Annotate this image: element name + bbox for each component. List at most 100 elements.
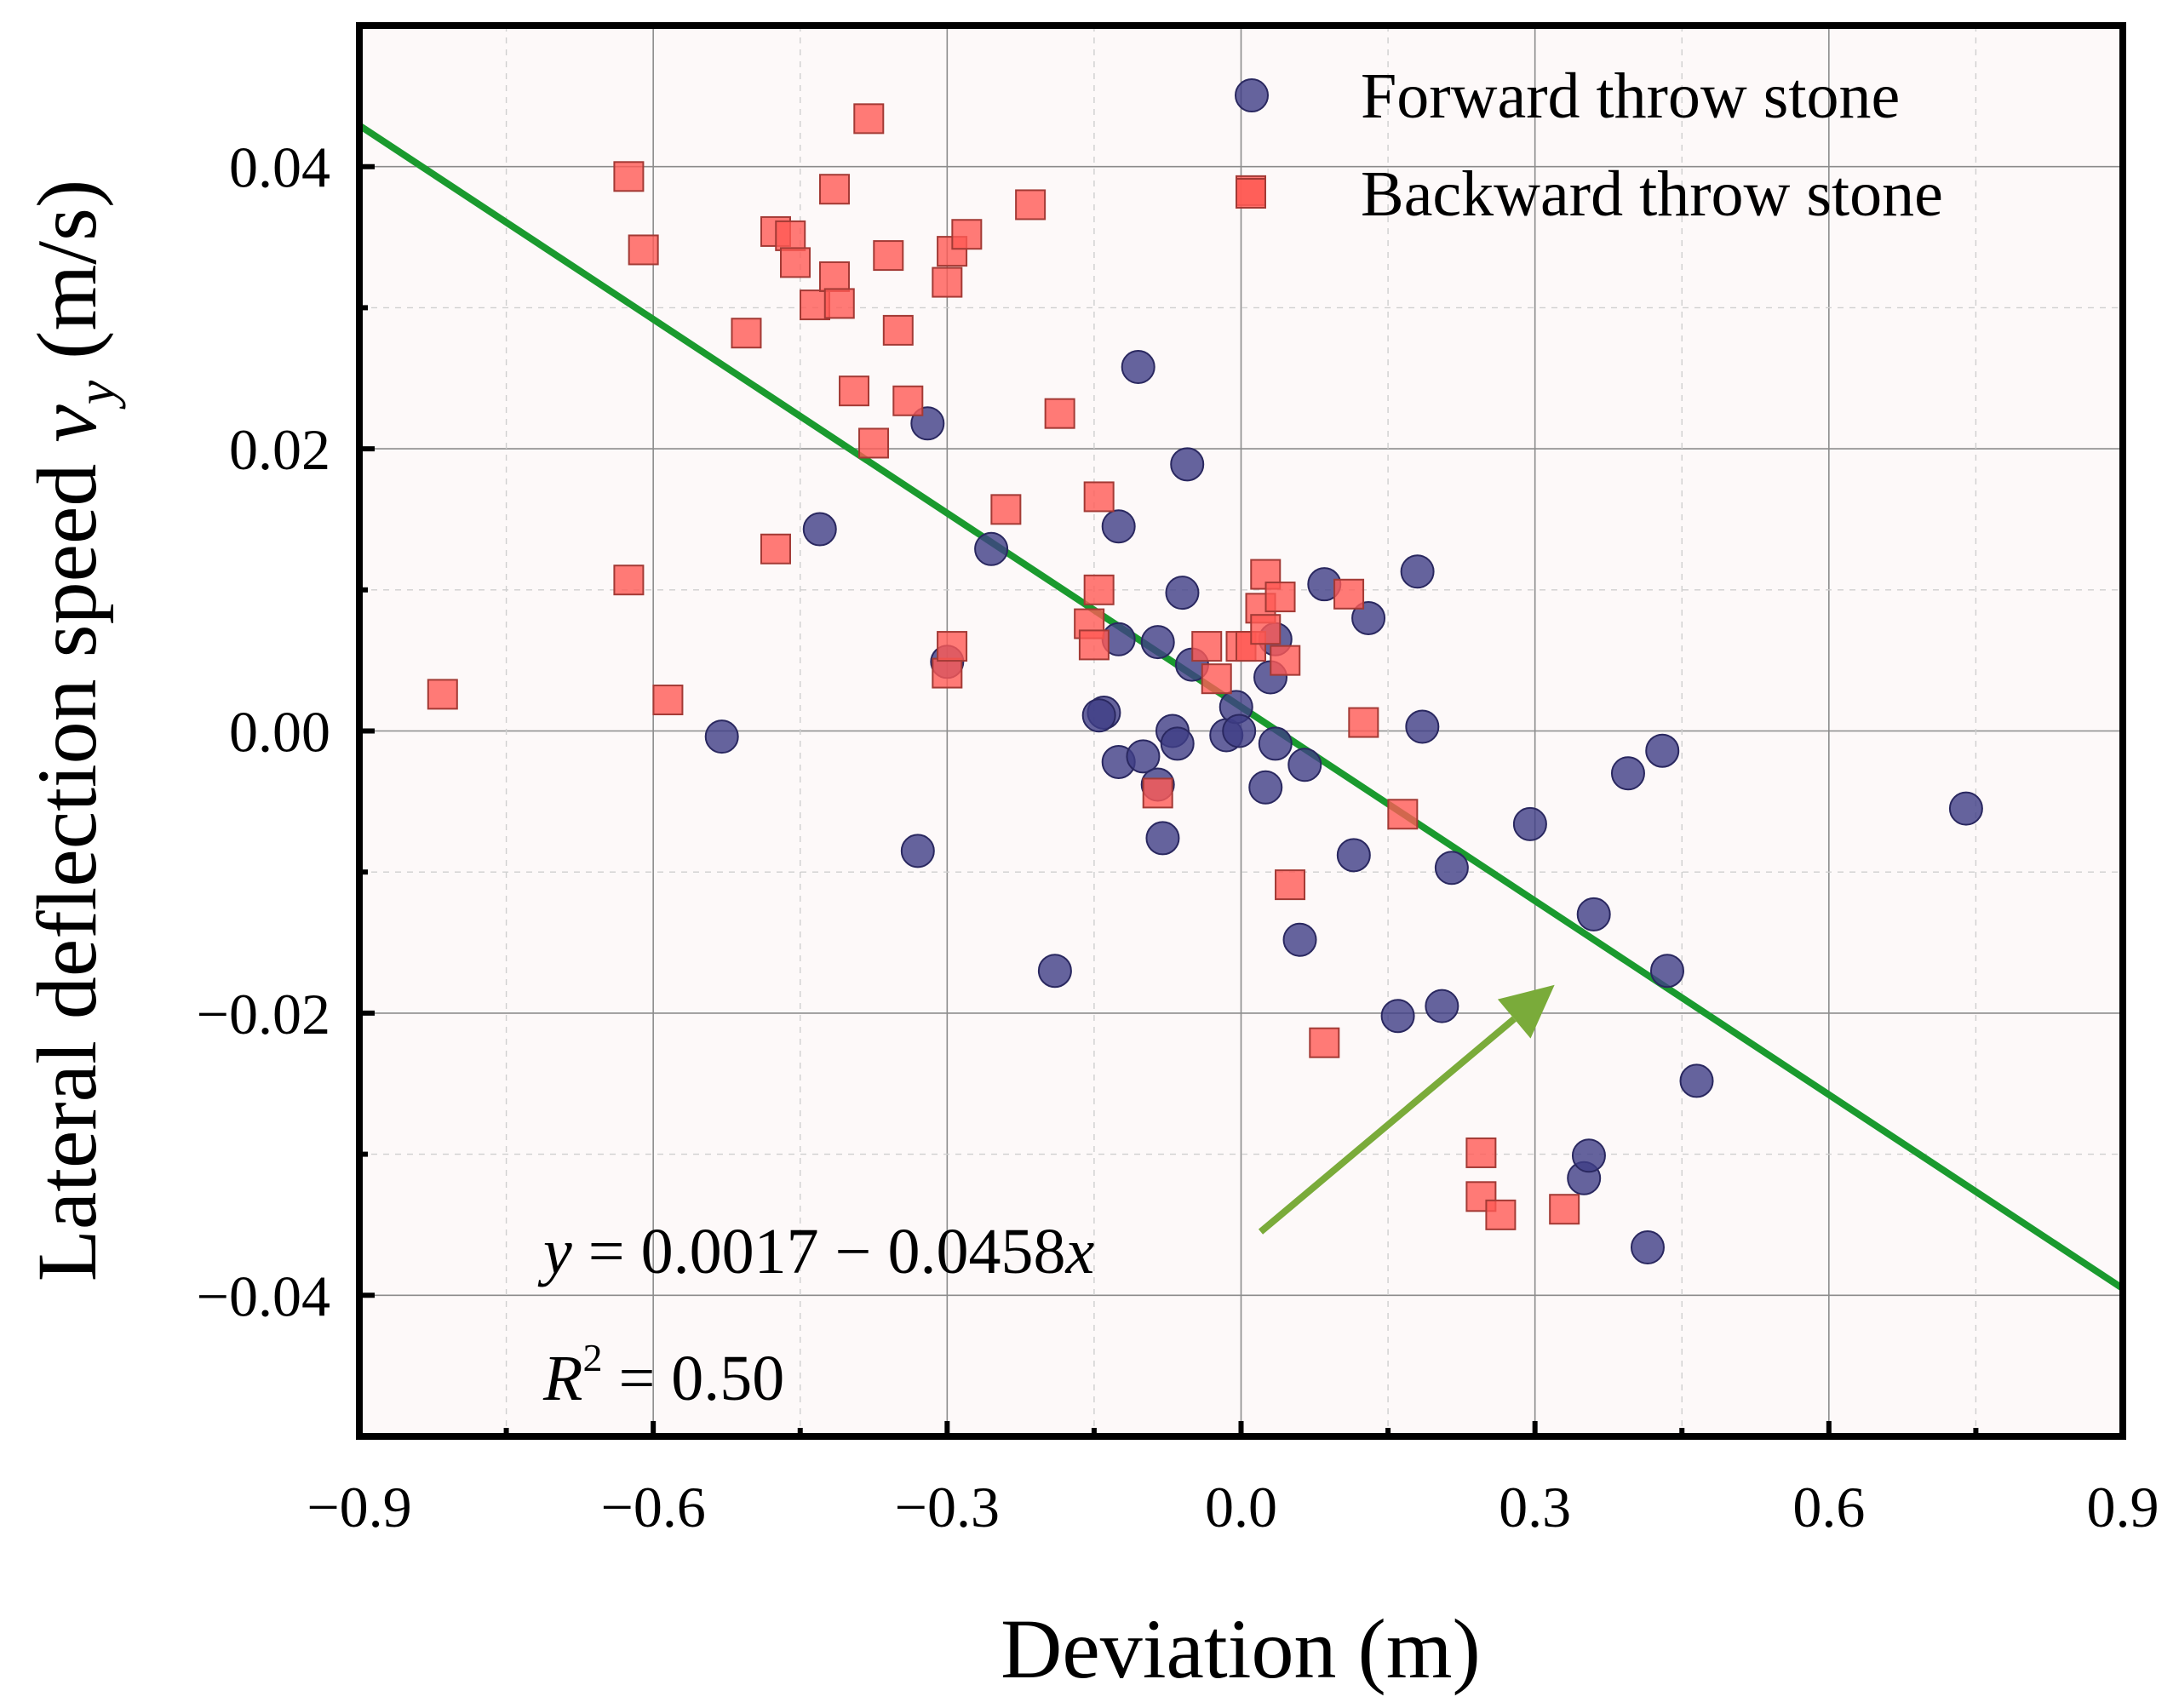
backward-point <box>779 247 811 278</box>
backward-point <box>760 533 791 565</box>
forward-point <box>1571 1138 1606 1173</box>
y-tick-label: 0.02 <box>229 417 330 482</box>
backward-point <box>932 657 963 689</box>
x-axis-title: Deviation (m) <box>1001 1602 1481 1696</box>
backward-point <box>819 261 851 292</box>
forward-point <box>1121 349 1155 384</box>
backward-point <box>613 161 645 192</box>
backward-point <box>1309 1027 1340 1058</box>
x-tick-label: −0.9 <box>307 1475 411 1539</box>
forward-point <box>900 834 935 868</box>
forward-point <box>1380 999 1415 1034</box>
y-axis-title-prefix: Lateral deflection speed <box>20 443 114 1282</box>
backward-point <box>628 234 659 266</box>
y-axis-title-var: v <box>20 404 114 443</box>
backward-point <box>932 267 963 298</box>
forward-point <box>1649 954 1684 989</box>
axis-ticks <box>357 163 2125 1436</box>
backward-point <box>1348 707 1379 738</box>
fit-equation: y = 0.0017 − 0.0458x <box>537 1216 1094 1287</box>
forward-point <box>1351 600 1386 635</box>
backward-point <box>823 288 855 319</box>
forward-point <box>1948 791 1983 826</box>
backward-point <box>1044 398 1075 429</box>
forward-point <box>1282 922 1317 957</box>
backward-point <box>731 318 762 349</box>
r-squared-value: = 0.50 <box>602 1343 784 1414</box>
forward-point <box>1610 756 1645 791</box>
backward-point <box>1078 629 1110 661</box>
x-tick-label: −0.3 <box>895 1475 1000 1539</box>
backward-point <box>873 240 904 272</box>
backward-point <box>1264 582 1296 613</box>
backward-point <box>1465 1181 1497 1212</box>
backward-point <box>1083 574 1115 605</box>
forward-point <box>1425 989 1459 1023</box>
r-squared-r: R <box>542 1343 582 1414</box>
y-tick-label: 0.00 <box>229 700 330 765</box>
backward-point <box>1250 614 1282 645</box>
backward-point <box>1485 1199 1517 1230</box>
backward-point <box>1142 777 1173 809</box>
forward-point <box>1037 954 1072 989</box>
forward-point <box>1434 851 1469 886</box>
r-squared-sup: 2 <box>582 1336 602 1379</box>
data-points <box>427 103 1983 1264</box>
backward-point <box>1275 869 1306 901</box>
forward-point <box>1336 838 1371 873</box>
fit-equation-y: y <box>537 1216 572 1287</box>
backward-point <box>892 385 924 416</box>
forward-point <box>1630 1229 1665 1264</box>
backward-point <box>652 685 684 716</box>
forward-point <box>974 531 1009 566</box>
backward-point <box>1201 663 1232 695</box>
x-tick-label: −0.6 <box>600 1475 705 1539</box>
annotation-arrow-group <box>1258 984 1555 1235</box>
forward-point <box>1576 897 1611 931</box>
backward-point <box>1549 1194 1580 1225</box>
forward-point <box>802 512 837 547</box>
forward-point <box>1645 733 1680 768</box>
forward-point <box>1287 748 1322 782</box>
axis-tick-labels: −0.9 −0.6 −0.3 0.0 0.3 0.6 0.9 −0.04 −0.02 0.00 0.… <box>197 135 2159 1539</box>
y-axis-title-suffix: (m/s) <box>20 180 114 381</box>
backward-point <box>937 631 968 662</box>
backward-point <box>427 679 458 710</box>
forward-point <box>704 719 739 754</box>
backward-point <box>1015 189 1046 221</box>
legend-backward-label: Backward throw stone <box>1361 158 1943 230</box>
x-tick-label: 0.0 <box>1205 1475 1277 1539</box>
y-axis-title: Lateral deflection speed vy (m/s) <box>20 180 126 1282</box>
forward-point <box>1126 739 1161 774</box>
y-tick-label: −0.02 <box>197 982 330 1046</box>
backward-point <box>839 375 870 407</box>
backward-point <box>853 103 885 135</box>
legend: Forward throw stone Backward throw stone <box>1235 60 1943 230</box>
backward-point <box>1465 1137 1497 1168</box>
backward-point <box>1333 578 1365 610</box>
forward-point <box>1160 726 1195 761</box>
r-squared-label: R2 = 0.50 <box>542 1336 784 1414</box>
annotation-arrow-shaft <box>1258 1016 1517 1235</box>
legend-forward-marker <box>1235 78 1269 112</box>
backward-point <box>819 174 851 205</box>
x-tick-label: 0.3 <box>1499 1475 1571 1539</box>
forward-point <box>1101 509 1136 544</box>
x-tick-label: 0.9 <box>2087 1475 2159 1539</box>
y-tick-label: −0.04 <box>197 1264 330 1328</box>
backward-point <box>858 427 890 459</box>
fit-equation-body: = 0.0017 − 0.0458 <box>572 1216 1066 1287</box>
legend-backward-marker <box>1236 178 1266 209</box>
backward-point <box>1387 799 1419 830</box>
forward-point <box>1222 714 1257 748</box>
backward-point <box>613 565 645 596</box>
forward-point <box>1081 698 1116 733</box>
backward-point <box>775 220 806 251</box>
backward-point <box>882 314 914 346</box>
backward-point <box>1083 481 1115 513</box>
forward-point <box>1400 554 1435 589</box>
legend-forward-label: Forward throw stone <box>1361 60 1900 132</box>
fit-equation-x: x <box>1064 1216 1094 1287</box>
y-axis-title-sub: y <box>66 380 126 410</box>
